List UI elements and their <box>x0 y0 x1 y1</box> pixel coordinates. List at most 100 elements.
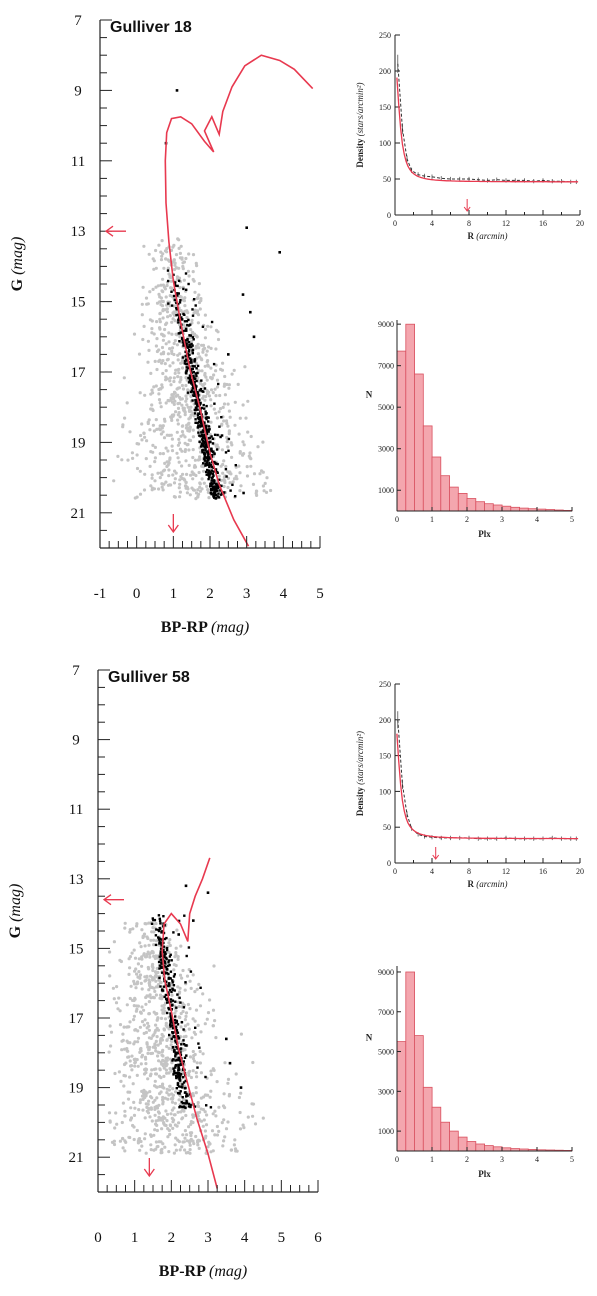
member-star-point <box>185 954 188 958</box>
field-star-point <box>183 484 188 488</box>
field-star-point <box>168 457 172 461</box>
y-tick-label: 21 <box>69 1150 84 1166</box>
member-star-point <box>186 323 189 327</box>
field-star-point <box>184 1014 188 1019</box>
field-star-point <box>203 371 207 376</box>
field-star-point <box>157 292 161 296</box>
member-star-point <box>210 449 213 453</box>
member-star-point <box>166 964 170 968</box>
field-star-point <box>112 1142 117 1147</box>
member-star-point <box>204 426 207 429</box>
field-star-point <box>161 1095 165 1100</box>
field-star-point <box>144 978 148 983</box>
field-star-point <box>143 435 147 439</box>
field-star-point <box>129 1106 133 1110</box>
field-star-point <box>170 418 174 422</box>
field-star-point <box>160 1147 164 1151</box>
field-star-point <box>196 1114 200 1118</box>
member-star-point <box>177 1056 180 1060</box>
y-tick-label: 15 <box>71 295 86 311</box>
x-tick-label: 0 <box>94 1230 102 1246</box>
member-star-point <box>193 358 197 361</box>
field-star-point <box>216 445 220 449</box>
histogram-bar <box>466 1141 477 1152</box>
field-star-point <box>170 444 174 448</box>
field-star-point <box>152 986 156 990</box>
y-tick-label: 150 <box>379 103 391 112</box>
x-tick-label: 3 <box>500 515 504 524</box>
member-star-point <box>198 424 201 428</box>
field-star-point <box>164 446 168 450</box>
field-star-point <box>211 1008 216 1012</box>
y-tick-label: 3000 <box>378 1087 394 1096</box>
member-star-point <box>160 961 163 964</box>
field-star-point <box>188 493 192 497</box>
field-star-point <box>152 1133 156 1137</box>
field-star-point <box>157 978 161 982</box>
histogram-bar <box>466 498 477 512</box>
field-star-point <box>155 1128 159 1133</box>
field-star-point <box>175 430 179 434</box>
field-star-point <box>155 367 159 372</box>
field-star-point <box>228 481 232 485</box>
member-star-point <box>153 918 157 922</box>
field-star-point <box>170 1100 175 1104</box>
field-star-point <box>179 397 183 401</box>
field-star-point <box>198 355 202 359</box>
field-star-point <box>226 485 230 490</box>
member-star-point <box>209 485 212 488</box>
field-star-point <box>211 1112 215 1116</box>
field-star-point <box>130 1068 134 1072</box>
member-star-point <box>196 421 199 425</box>
field-star-point <box>167 1027 171 1031</box>
member-star-point <box>181 338 185 342</box>
x-axis-label: R (arcmin) <box>468 879 508 889</box>
member-star-point <box>231 483 234 486</box>
field-star-point <box>227 432 231 436</box>
field-star-point <box>187 1073 191 1077</box>
x-tick-label: 3 <box>500 1155 504 1164</box>
field-star-point <box>226 402 230 406</box>
field-star-point <box>161 359 165 363</box>
field-star-point <box>191 270 195 274</box>
member-star-point <box>154 943 158 947</box>
field-star-point <box>191 435 195 439</box>
member-star-point <box>205 431 209 434</box>
member-star-point <box>217 496 221 499</box>
y-tick-label: 7 <box>74 13 82 29</box>
field-star-point <box>158 311 162 315</box>
field-star-point <box>186 1002 190 1007</box>
field-star-point <box>161 1011 165 1015</box>
field-star-point <box>160 361 164 365</box>
y-tick-label: 21 <box>71 506 86 522</box>
field-star-point <box>159 283 163 287</box>
field-star-point <box>197 369 201 373</box>
field-star-point <box>151 287 155 291</box>
member-star-point <box>177 292 180 295</box>
field-star-point <box>188 1148 192 1152</box>
member-star-point <box>278 251 281 254</box>
member-star-point <box>217 382 220 386</box>
field-star-point <box>178 1094 182 1098</box>
field-star-point <box>132 332 137 336</box>
field-star-point <box>162 468 167 472</box>
member-star-point <box>188 361 191 364</box>
field-star-point <box>177 276 182 280</box>
field-star-point <box>175 1124 179 1128</box>
member-star-point <box>186 339 189 342</box>
field-star-point <box>188 425 192 429</box>
member-star-point <box>155 928 158 931</box>
field-star-point <box>207 496 211 500</box>
radius-limit-arrow <box>432 847 440 860</box>
field-star-point <box>181 387 186 391</box>
field-star-point <box>149 450 153 454</box>
field-star-point <box>171 1120 175 1124</box>
field-star-point <box>172 376 176 380</box>
field-star-point <box>180 464 184 468</box>
field-star-point <box>196 296 200 300</box>
field-star-point <box>184 1034 188 1038</box>
histogram-bar <box>492 504 503 512</box>
member-star-point <box>174 284 177 287</box>
field-star-point <box>204 1123 209 1127</box>
field-star-point <box>112 1139 116 1143</box>
